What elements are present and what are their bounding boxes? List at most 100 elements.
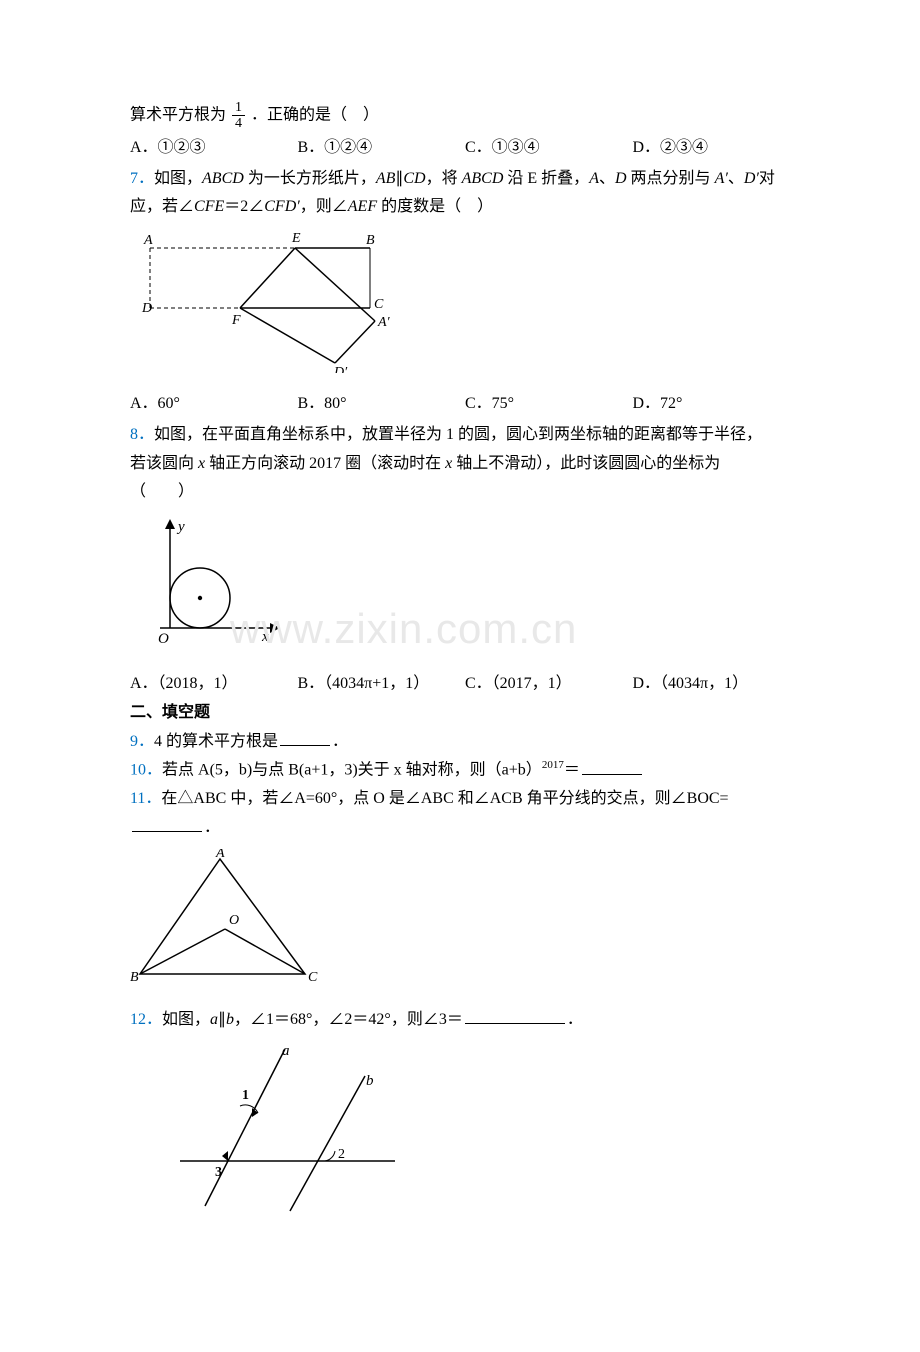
q9-tail: ． [332, 733, 348, 750]
q10: 10．若点 A(5，b)与点 B(a+1，3)关于 x 轴对称，则（a+b）20… [130, 756, 800, 785]
q8-optD: D．（4034π，1） [633, 670, 801, 699]
q12: 12．如图，a∥b，∠1＝68°，∠2＝42°，则∠3＝ ． [130, 1006, 800, 1035]
q7-line1: 7．如图，ABCD 为一长方形纸片，AB∥CD，将 ABCD 沿 E 折叠，A、… [130, 165, 800, 194]
q7-num: 7． [130, 170, 154, 187]
q9-blank [280, 743, 330, 746]
page: 算术平方根为 1 4 ．正确的是（ ） A．①②③ B．①②④ C．①③④ D．… [0, 0, 920, 1352]
q11-fig-C: C [308, 970, 318, 985]
q7-l2e: ，则∠ [300, 198, 348, 215]
q7-t7: ，将 [426, 170, 462, 187]
q12-num: 12． [130, 1011, 162, 1028]
q7-t13: 两点分别与 [627, 170, 715, 187]
q8-line1: 8．如图，在平面直角坐标系中，放置半径为 1 的圆，圆心到两坐标轴的距离都等于半… [130, 421, 800, 450]
q7-t8: ABCD [462, 170, 504, 187]
q7-t4: AB [376, 170, 396, 187]
opt-c: C．①③④ [465, 134, 633, 163]
q12-fig-b: b [366, 1073, 374, 1089]
q7-t14: A′ [715, 170, 728, 187]
q7-l2a: 应，若∠ [130, 198, 194, 215]
frac-den: 4 [232, 116, 245, 131]
q7-optB: B．80° [298, 390, 466, 419]
q10-t1: 若点 A(5，b)与点 B(a+1，3)关于 x 轴对称，则（a+b） [162, 762, 542, 779]
q7-t11: 、 [599, 170, 615, 187]
q11-fig-B: B [130, 970, 139, 985]
q10-blank [582, 772, 642, 775]
q7-t16: D′ [744, 170, 759, 187]
q7-t1: 如图， [154, 170, 202, 187]
opt-b: B．①②④ [298, 134, 466, 163]
q7-fig-E: E [291, 231, 301, 246]
q11-tail: ． [204, 819, 220, 836]
q7-fig-Ap: A′ [377, 315, 390, 330]
q7-l2b: CFE [194, 198, 224, 215]
q8-t4: 轴正方向滚动 2017 圈（滚动时在 [205, 455, 445, 472]
q12-tail: ． [567, 1011, 583, 1028]
q12-t3: ∥ [218, 1011, 226, 1028]
q7-t12: D [615, 170, 627, 187]
top-text: 算术平方根为 [130, 107, 226, 124]
q9: 9．4 的算术平方根是 ． [130, 728, 800, 757]
q7-t3: 为一长方形纸片， [244, 170, 376, 187]
q7-optC: C．75° [465, 390, 633, 419]
q9-num: 9． [130, 733, 154, 750]
q7-t10: A [589, 170, 599, 187]
q7-figure: A B D C E F A′ D′ [130, 228, 800, 384]
q8-line2: 若该圆向 x 轴正方向滚动 2017 圈（滚动时在 x 轴上不滑动），此时该圆圆… [130, 450, 800, 479]
q7-t6: CD [403, 170, 425, 187]
q11-fig-A: A [215, 849, 225, 861]
q9-text: 4 的算术平方根是 [154, 733, 278, 750]
top-tail: ．正确的是（ ） [251, 107, 379, 124]
opt-d: D．②③④ [633, 134, 801, 163]
q7-fig-A: A [143, 233, 153, 248]
q8-optB: B．（4034π+1，1） [298, 670, 466, 699]
q12-t4: b [226, 1011, 234, 1028]
q12-t1: 如图， [162, 1011, 210, 1028]
q8-optC: C．（2017，1） [465, 670, 633, 699]
q7-l2f: AEF [348, 198, 377, 215]
q11-num: 11． [130, 790, 161, 807]
q7-optA: A．60° [130, 390, 298, 419]
q12-fig-1: 1 [242, 1088, 249, 1103]
q8-figure: y x O [130, 513, 800, 664]
q7-l2d: CFD′ [264, 198, 300, 215]
section2-title: 二、填空题 [130, 699, 800, 728]
q12-figure: a b 1 2 3 [130, 1041, 800, 1227]
q7-fig-C: C [374, 297, 384, 312]
q7-line2: 应，若∠CFE＝2∠CFD′，则∠AEF 的度数是（ ） [130, 193, 800, 222]
q12-fig-3: 3 [215, 1165, 222, 1180]
q10-sup: 2017 [542, 759, 564, 771]
top-fragment: 算术平方根为 1 4 ．正确的是（ ） [130, 100, 800, 132]
q8-t1: 如图，在平面直角坐标系中，放置半径为 1 的圆，圆心到两坐标轴的距离都等于半径， [154, 426, 762, 443]
q8-num: 8． [130, 426, 154, 443]
q8-optA: A．（2018，1） [130, 670, 298, 699]
q7-options: A．60° B．80° C．75° D．72° [130, 390, 800, 419]
q11: 11．在△ABC 中，若∠A=60°，点 O 是∠ABC 和∠ACB 角平分线的… [130, 785, 800, 843]
opt-a: A．①②③ [130, 134, 298, 163]
q7-fig-F: F [231, 313, 241, 328]
q7-fig-D: D [141, 301, 152, 316]
q12-blank [465, 1021, 565, 1024]
q11-fig-O: O [229, 913, 239, 928]
q10-t2: ＝ [564, 762, 580, 779]
fraction: 1 4 [232, 100, 245, 132]
q11-blank [132, 829, 202, 832]
q8-fig-x: x [261, 629, 269, 645]
frac-num: 1 [232, 100, 245, 116]
q7-t9: 沿 E 折叠， [503, 170, 589, 187]
q8-options: A．（2018，1） B．（4034π+1，1） C．（2017，1） D．（4… [130, 670, 800, 699]
q11-figure: A B C O [130, 849, 800, 1000]
top-options: A．①②③ B．①②④ C．①③④ D．②③④ [130, 134, 800, 163]
q8-fig-y: y [176, 519, 185, 535]
q11-text: 在△ABC 中，若∠A=60°，点 O 是∠ABC 和∠ACB 角平分线的交点，… [161, 790, 728, 807]
q8-fig-O: O [158, 631, 169, 647]
q7-t2: ABCD [202, 170, 244, 187]
q12-t5: ，∠1＝68°，∠2＝42°，则∠3＝ [234, 1011, 463, 1028]
q7-l2c: ＝2∠ [224, 198, 264, 215]
q12-fig-a: a [282, 1043, 290, 1059]
q7-l2g: 的度数是（ ） [377, 198, 493, 215]
q8-line3: （ ） [130, 478, 800, 507]
q7-fig-Dp: D′ [333, 365, 348, 373]
q12-t2: a [210, 1011, 218, 1028]
q7-optD: D．72° [633, 390, 801, 419]
q7-t17: 对 [759, 170, 775, 187]
